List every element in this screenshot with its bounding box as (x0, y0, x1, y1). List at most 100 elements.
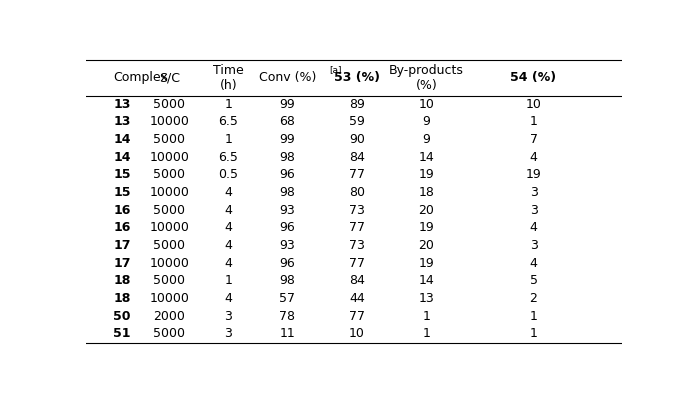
Text: 14: 14 (113, 151, 131, 164)
Text: 89: 89 (349, 98, 365, 111)
Text: 19: 19 (526, 168, 542, 182)
Text: 2000: 2000 (153, 310, 185, 323)
Text: 10: 10 (419, 98, 435, 111)
Text: 84: 84 (349, 151, 365, 164)
Text: Complex: Complex (113, 71, 168, 84)
Text: 14: 14 (113, 133, 131, 146)
Text: 1: 1 (422, 310, 430, 323)
Text: 99: 99 (279, 133, 295, 146)
Text: 10: 10 (349, 328, 365, 340)
Text: 10000: 10000 (149, 115, 189, 128)
Text: By-products
(%): By-products (%) (389, 64, 464, 92)
Text: Time
(h): Time (h) (213, 64, 244, 92)
Text: 96: 96 (279, 257, 295, 270)
Text: 5000: 5000 (153, 328, 185, 340)
Text: 4: 4 (529, 151, 538, 164)
Text: 57: 57 (279, 292, 295, 305)
Text: 17: 17 (113, 239, 131, 252)
Text: 6.5: 6.5 (218, 115, 238, 128)
Text: 54 (%): 54 (%) (511, 71, 557, 84)
Text: 4: 4 (225, 257, 232, 270)
Text: 13: 13 (113, 98, 131, 111)
Text: 93: 93 (279, 204, 295, 217)
Text: S/C: S/C (159, 71, 180, 84)
Text: 0.5: 0.5 (218, 168, 238, 182)
Text: 5000: 5000 (153, 204, 185, 217)
Text: 13: 13 (113, 115, 131, 128)
Text: 3: 3 (529, 239, 538, 252)
Text: 4: 4 (225, 221, 232, 235)
Text: 9: 9 (422, 115, 430, 128)
Text: 10000: 10000 (149, 292, 189, 305)
Text: 10: 10 (526, 98, 542, 111)
Text: 4: 4 (529, 221, 538, 235)
Text: 1: 1 (225, 133, 232, 146)
Text: 59: 59 (349, 115, 365, 128)
Text: 4: 4 (225, 186, 232, 199)
Text: 96: 96 (279, 168, 295, 182)
Text: 15: 15 (113, 186, 131, 199)
Text: 44: 44 (349, 292, 365, 305)
Text: 5000: 5000 (153, 133, 185, 146)
Text: 15: 15 (113, 168, 131, 182)
Text: 18: 18 (419, 186, 435, 199)
Text: 3: 3 (225, 310, 232, 323)
Text: 20: 20 (419, 204, 435, 217)
Text: 10000: 10000 (149, 257, 189, 270)
Text: 9: 9 (422, 133, 430, 146)
Text: 5000: 5000 (153, 98, 185, 111)
Text: 10000: 10000 (149, 151, 189, 164)
Text: 90: 90 (349, 133, 365, 146)
Text: 14: 14 (419, 275, 435, 288)
Text: 7: 7 (529, 133, 538, 146)
Text: 10000: 10000 (149, 221, 189, 235)
Text: 2: 2 (529, 292, 538, 305)
Text: 93: 93 (279, 239, 295, 252)
Text: 98: 98 (279, 186, 295, 199)
Text: 96: 96 (279, 221, 295, 235)
Text: 10000: 10000 (149, 186, 189, 199)
Text: 3: 3 (529, 204, 538, 217)
Text: 18: 18 (113, 292, 131, 305)
Text: 4: 4 (225, 204, 232, 217)
Text: 73: 73 (349, 204, 365, 217)
Text: 50: 50 (113, 310, 131, 323)
Text: 98: 98 (279, 275, 295, 288)
Text: 6.5: 6.5 (218, 151, 238, 164)
Text: 19: 19 (419, 221, 435, 235)
Text: 5000: 5000 (153, 275, 185, 288)
Text: 77: 77 (349, 168, 365, 182)
Text: 19: 19 (419, 257, 435, 270)
Text: 80: 80 (349, 186, 365, 199)
Text: 11: 11 (279, 328, 295, 340)
Text: 1: 1 (422, 328, 430, 340)
Text: 98: 98 (279, 151, 295, 164)
Text: 84: 84 (349, 275, 365, 288)
Text: 1: 1 (529, 328, 538, 340)
Text: 16: 16 (113, 221, 131, 235)
Text: 77: 77 (349, 221, 365, 235)
Text: 1: 1 (529, 115, 538, 128)
Text: 18: 18 (113, 275, 131, 288)
Text: 77: 77 (349, 257, 365, 270)
Text: 5: 5 (529, 275, 538, 288)
Text: 20: 20 (419, 239, 435, 252)
Text: 73: 73 (349, 239, 365, 252)
Text: 1: 1 (225, 275, 232, 288)
Text: 16: 16 (113, 204, 131, 217)
Text: 1: 1 (225, 98, 232, 111)
Text: 77: 77 (349, 310, 365, 323)
Text: 78: 78 (279, 310, 295, 323)
Text: 19: 19 (419, 168, 435, 182)
Text: 5000: 5000 (153, 168, 185, 182)
Text: 3: 3 (529, 186, 538, 199)
Text: [a]: [a] (329, 65, 341, 74)
Text: 5000: 5000 (153, 239, 185, 252)
Text: 4: 4 (225, 292, 232, 305)
Text: 4: 4 (529, 257, 538, 270)
Text: 3: 3 (225, 328, 232, 340)
Text: Conv (%): Conv (%) (258, 71, 316, 84)
Text: 51: 51 (113, 328, 131, 340)
Text: 99: 99 (279, 98, 295, 111)
Text: 68: 68 (279, 115, 295, 128)
